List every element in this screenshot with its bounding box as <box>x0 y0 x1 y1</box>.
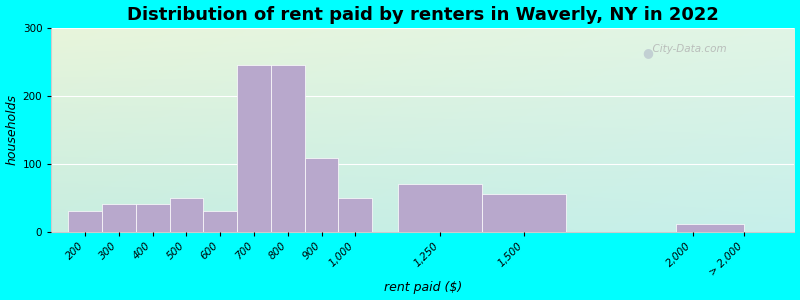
Y-axis label: households: households <box>6 94 18 165</box>
X-axis label: rent paid ($): rent paid ($) <box>384 281 462 294</box>
Text: City-Data.com: City-Data.com <box>646 44 726 54</box>
Bar <box>136 205 170 232</box>
Bar <box>271 65 305 232</box>
Bar <box>482 194 566 232</box>
Text: ●: ● <box>642 46 653 59</box>
Bar <box>170 198 203 232</box>
Bar <box>102 205 136 232</box>
Bar <box>237 65 271 232</box>
Title: Distribution of rent paid by renters in Waverly, NY in 2022: Distribution of rent paid by renters in … <box>127 6 719 24</box>
Bar <box>305 158 338 232</box>
Bar <box>398 184 482 232</box>
Bar <box>68 211 102 232</box>
Bar <box>203 211 237 232</box>
Bar <box>338 198 372 232</box>
Bar <box>676 224 744 232</box>
